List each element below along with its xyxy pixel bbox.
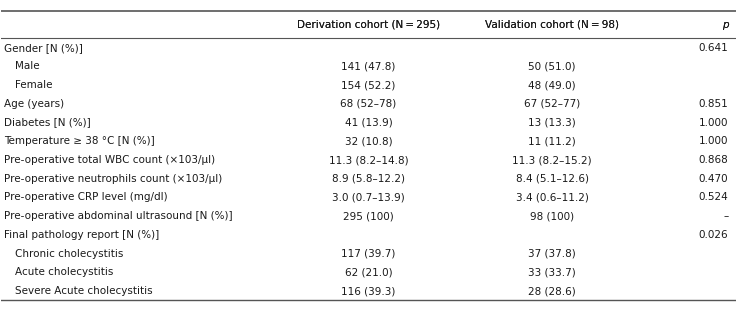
Text: 11.3 (8.2–14.8): 11.3 (8.2–14.8) xyxy=(329,155,408,165)
Text: 67 (52–77): 67 (52–77) xyxy=(524,99,580,109)
Text: Derivation cohort (N = 295): Derivation cohort (N = 295) xyxy=(297,20,440,30)
Text: 28 (28.6): 28 (28.6) xyxy=(528,286,576,296)
Text: Validation cohort (N = 98): Validation cohort (N = 98) xyxy=(485,20,619,30)
Text: Pre-operative abdominal ultrasound [N (%)]: Pre-operative abdominal ultrasound [N (%… xyxy=(4,211,233,221)
Text: 13 (13.3): 13 (13.3) xyxy=(528,118,576,128)
Text: 11 (11.2): 11 (11.2) xyxy=(528,136,576,146)
Text: Derivation cohort (N = 295): Derivation cohort (N = 295) xyxy=(297,20,440,30)
Text: Pre-operative total WBC count (×103/μl): Pre-operative total WBC count (×103/μl) xyxy=(4,155,215,165)
Text: Acute cholecystitis: Acute cholecystitis xyxy=(15,267,113,277)
Text: 37 (37.8): 37 (37.8) xyxy=(528,248,576,258)
Text: 33 (33.7): 33 (33.7) xyxy=(528,267,576,277)
Text: 41 (13.9): 41 (13.9) xyxy=(345,118,392,128)
Text: Diabetes [N (%)]: Diabetes [N (%)] xyxy=(4,118,91,128)
Text: 48 (49.0): 48 (49.0) xyxy=(528,80,576,90)
Text: Age (years): Age (years) xyxy=(4,99,64,109)
Text: Temperature ≥ 38 °C [N (%)]: Temperature ≥ 38 °C [N (%)] xyxy=(4,136,155,146)
Text: Female: Female xyxy=(15,80,52,90)
Text: 8.4 (5.1–12.6): 8.4 (5.1–12.6) xyxy=(516,174,589,184)
Text: 0.851: 0.851 xyxy=(699,99,728,109)
Text: 154 (52.2): 154 (52.2) xyxy=(341,80,396,90)
Text: 295 (100): 295 (100) xyxy=(343,211,394,221)
Text: 116 (39.3): 116 (39.3) xyxy=(341,286,396,296)
Text: Male: Male xyxy=(15,62,39,72)
Text: 141 (47.8): 141 (47.8) xyxy=(341,62,396,72)
Text: Chronic cholecystitis: Chronic cholecystitis xyxy=(15,248,123,258)
Text: 50 (51.0): 50 (51.0) xyxy=(528,62,576,72)
Text: Final pathology report [N (%)]: Final pathology report [N (%)] xyxy=(4,230,160,240)
Text: Severe Acute cholecystitis: Severe Acute cholecystitis xyxy=(15,286,153,296)
Text: 117 (39.7): 117 (39.7) xyxy=(341,248,396,258)
Text: 11.3 (8.2–15.2): 11.3 (8.2–15.2) xyxy=(512,155,592,165)
Text: 0.524: 0.524 xyxy=(699,193,728,202)
Text: Pre-operative neutrophils count (×103/μl): Pre-operative neutrophils count (×103/μl… xyxy=(4,174,223,184)
Text: Validation cohort (N = 98): Validation cohort (N = 98) xyxy=(485,20,619,30)
Text: 98 (100): 98 (100) xyxy=(530,211,574,221)
Text: –: – xyxy=(723,211,728,221)
Text: 3.0 (0.7–13.9): 3.0 (0.7–13.9) xyxy=(332,193,405,202)
Text: 0.470: 0.470 xyxy=(699,174,728,184)
Text: Pre-operative CRP level (mg/dl): Pre-operative CRP level (mg/dl) xyxy=(4,193,168,202)
Text: p: p xyxy=(722,20,728,30)
Text: 68 (52–78): 68 (52–78) xyxy=(340,99,397,109)
Text: p: p xyxy=(722,20,728,30)
Text: 32 (10.8): 32 (10.8) xyxy=(345,136,392,146)
Text: 0.026: 0.026 xyxy=(699,230,728,240)
Text: 3.4 (0.6–11.2): 3.4 (0.6–11.2) xyxy=(516,193,588,202)
Text: 0.868: 0.868 xyxy=(699,155,728,165)
Text: Gender [N (%)]: Gender [N (%)] xyxy=(4,43,83,53)
Text: 1.000: 1.000 xyxy=(699,118,728,128)
Text: 0.641: 0.641 xyxy=(699,43,728,53)
Text: 8.9 (5.8–12.2): 8.9 (5.8–12.2) xyxy=(332,174,405,184)
Text: 1.000: 1.000 xyxy=(699,136,728,146)
Text: 62 (21.0): 62 (21.0) xyxy=(345,267,392,277)
